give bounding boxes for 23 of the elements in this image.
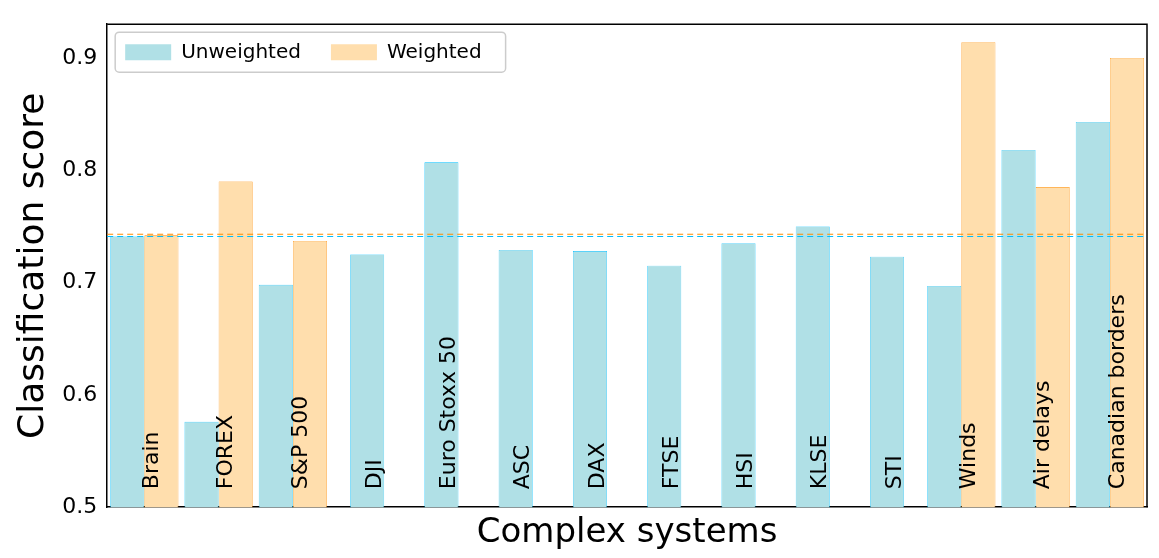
x-tick-label: FTSE	[657, 435, 683, 490]
x-tick-label: STI	[880, 455, 906, 490]
legend-label: Unweighted	[181, 39, 301, 64]
x-tick-label: KLSE	[806, 434, 832, 490]
x-tick-label: Euro Stoxx 50	[435, 335, 461, 490]
x-tick-label: FOREX	[212, 414, 238, 490]
x-tick-label: ASC	[509, 444, 535, 490]
y-tick-label: 0.9	[62, 43, 98, 69]
y-tick-label: 0.6	[62, 380, 98, 406]
y-tick-label: 0.8	[62, 155, 98, 181]
x-tick-label: Canadian borders	[1103, 294, 1129, 490]
legend-label: Weighted	[386, 39, 482, 64]
x-tick-label: HSI	[732, 452, 758, 490]
x-axis-title: Complex systems	[476, 510, 778, 551]
x-tick-label: Brain	[138, 431, 164, 490]
x-tick-label: DJI	[360, 459, 386, 490]
x-tick-label: DAX	[583, 442, 609, 490]
y-tick-label: 0.5	[62, 492, 98, 518]
y-tick-label: 0.7	[62, 268, 98, 294]
y-axis-title: Classification score	[9, 92, 51, 439]
x-tick-label: S&P 500	[286, 395, 312, 490]
x-tick-label: Air delays	[1029, 380, 1055, 490]
x-tick-label: Winds	[955, 422, 981, 490]
